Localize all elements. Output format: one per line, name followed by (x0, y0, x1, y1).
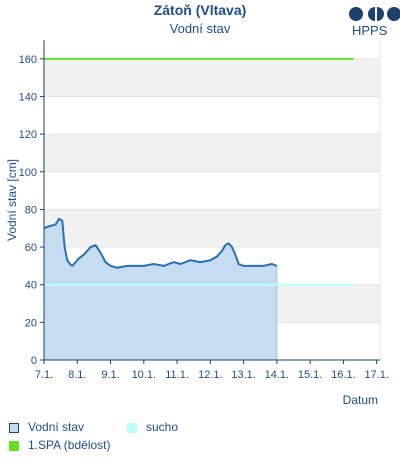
y-tick-label: 60 (25, 242, 37, 254)
y-axis-label: Vodní stav [cm] (5, 159, 19, 241)
x-tick-label: 17.1. (364, 369, 388, 381)
grid-band-top (44, 40, 380, 59)
legend-swatch-water-level (9, 423, 19, 433)
logo-text: HPPS (352, 23, 388, 38)
x-tick-label: 8.1. (68, 369, 86, 381)
grid-band (44, 58, 380, 97)
x-tick-label: 12.1. (198, 369, 222, 381)
x-tick-label: 10.1. (132, 369, 156, 381)
x-tick-label: 15.1. (298, 369, 322, 381)
y-tick-label: 80 (25, 204, 37, 216)
x-tick-label: 14.1. (265, 369, 289, 381)
x-tick-label: 13.1. (231, 369, 255, 381)
y-tick-label: 140 (19, 91, 37, 103)
x-tick-label: 16.1. (331, 369, 355, 381)
series-area-water-level (44, 218, 277, 360)
legend-label-drought: sucho (146, 420, 179, 434)
grid-band (44, 209, 380, 248)
x-tick-label: 9.1. (101, 369, 119, 381)
y-tick-label: 120 (19, 129, 37, 141)
grid-band (44, 134, 380, 172)
legend-label-spa1: 1.SPA (bdělost) (28, 438, 111, 452)
x-axis-label: Datum (343, 393, 378, 407)
x-tick-label: 7.1. (35, 369, 53, 381)
legend-swatch-spa1 (9, 441, 19, 451)
y-tick-label: 100 (19, 167, 37, 179)
legend-swatch-drought (127, 423, 137, 433)
y-tick-label: 40 (25, 280, 37, 292)
legend-label-water-level: Vodní stav (28, 420, 85, 434)
chart-subtitle: Vodní stav (169, 21, 231, 36)
x-tick-label: 11.1. (165, 369, 189, 381)
y-tick-label: 0 (31, 355, 37, 367)
chart-title: Zátoň (Vltava) (153, 2, 247, 18)
y-tick-label: 20 (25, 317, 37, 329)
series-line-water-level (43, 217, 278, 269)
y-tick-label: 160 (19, 54, 37, 66)
hpps-logo (349, 7, 400, 21)
